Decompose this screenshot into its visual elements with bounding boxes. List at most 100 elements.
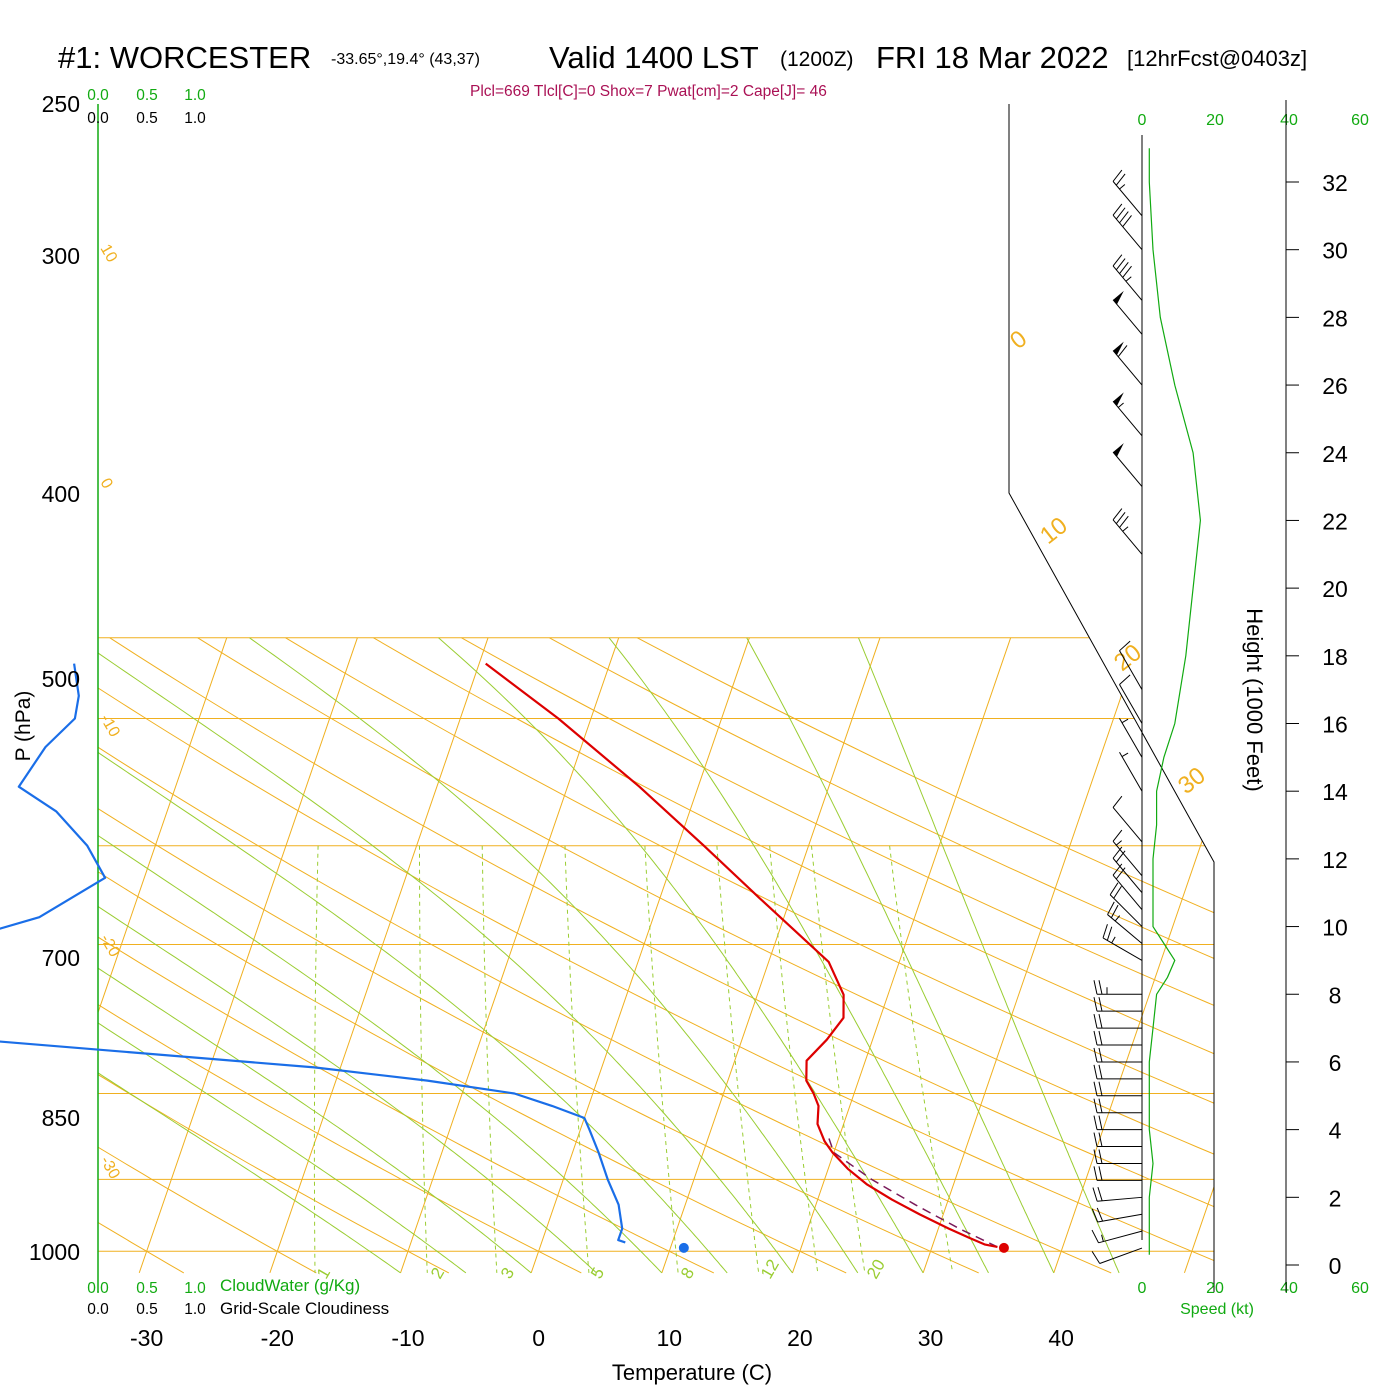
isotherm — [661, 637, 881, 1274]
temperature-tick-10: 10 — [656, 1325, 682, 1351]
wind-barb — [1093, 1064, 1142, 1080]
wind-barb — [1092, 1186, 1143, 1202]
wind-barb — [1093, 997, 1142, 1012]
speed-tick-bottom-0: 0 — [1138, 1280, 1147, 1297]
isotherm — [269, 637, 489, 1274]
mixing-ratio-label-8: 8 — [677, 1264, 698, 1282]
speed-tick-top-2: 40 — [1280, 112, 1298, 129]
cloudwater-legend: CloudWater (g/Kg) — [220, 1276, 360, 1295]
wind-barb — [1091, 1229, 1143, 1244]
wind-barb — [1109, 882, 1143, 927]
height-tick-18: 18 — [1322, 644, 1348, 670]
isotherm — [1183, 637, 1214, 1274]
mixing-ratio-label-12: 12 — [757, 1256, 783, 1282]
mixing-ratio-line — [564, 845, 590, 1273]
moist-adiabat — [98, 637, 728, 1274]
mixing-ratio-line — [811, 845, 866, 1273]
moist-adiabat — [98, 637, 663, 1274]
dry-adiabat — [98, 637, 1112, 1274]
moist-adiabat — [858, 637, 1120, 1274]
mixing-ratio-line — [313, 845, 319, 1273]
stability-indices: Plcl=669 Tlcl[C]=0 Shox=7 Pwat[cm]=2 Cap… — [470, 83, 827, 100]
cloudwater-scale-top-0: 0.0 — [87, 87, 109, 104]
temperature-tick-20: 20 — [787, 1325, 813, 1351]
cloudiness-scale-top-0: 0.0 — [87, 110, 109, 127]
wind-barb — [1112, 846, 1143, 894]
pressure-label-400: 400 — [42, 481, 80, 507]
dry-adiabat-label-10: 10 — [1035, 512, 1073, 550]
moist-adiabat — [98, 637, 467, 1274]
isotherm-label-0: 0 — [97, 476, 116, 492]
cloudiness-scale-bottom-0: 0.0 — [87, 1301, 109, 1318]
speed-tick-top-0: 0 — [1138, 112, 1147, 129]
wind-barb — [1112, 829, 1143, 877]
mixing-ratio-label-5: 5 — [587, 1264, 608, 1282]
dry-adiabat — [197, 637, 1214, 1274]
cloudiness-scale-bottom-2: 1.0 — [184, 1301, 206, 1318]
wind-barb — [1093, 1132, 1142, 1148]
temperature-tick--20: -20 — [261, 1325, 294, 1351]
dewpoint-line — [0, 663, 626, 1244]
dry-adiabat-label-20: 20 — [1109, 639, 1147, 677]
dry-adiabat — [98, 637, 715, 1274]
dry-adiabat — [461, 637, 1214, 1274]
wind-barb — [1091, 1247, 1143, 1264]
forecast-tag: [12hrFcst@0403z] — [1127, 46, 1308, 71]
cloudiness-scale-top-2: 1.0 — [184, 110, 206, 127]
pressure-label-850: 850 — [42, 1105, 80, 1131]
mixing-ratio-label-3: 3 — [497, 1264, 518, 1282]
dry-adiabat — [285, 637, 1214, 1274]
speed-tick-bottom-1: 20 — [1206, 1280, 1224, 1297]
valid-zulu: (1200Z) — [780, 48, 854, 71]
temperature-tick-40: 40 — [1048, 1325, 1074, 1351]
cloudwater-scale-top-2: 1.0 — [184, 87, 206, 104]
wind-barb — [1112, 863, 1143, 910]
wind-barb — [1112, 341, 1143, 386]
speed-tick-bottom-2: 40 — [1280, 1280, 1298, 1297]
pressure-label-700: 700 — [42, 945, 80, 971]
wind-barb — [1112, 254, 1143, 301]
y-axis-title: P (hPa) — [12, 691, 35, 762]
wind-barb — [1112, 203, 1143, 251]
moist-adiabat — [746, 637, 1055, 1274]
wind-barb — [1093, 1030, 1142, 1046]
surface-temperature-dot — [998, 1242, 1009, 1253]
wind-barb — [1093, 1149, 1142, 1164]
height-tick-12: 12 — [1322, 847, 1348, 873]
wind-barb — [1112, 508, 1143, 555]
diagram-outline — [1008, 104, 1215, 1292]
height-tick-28: 28 — [1322, 305, 1348, 331]
height-tick-30: 30 — [1322, 238, 1348, 264]
height-tick-20: 20 — [1322, 576, 1348, 602]
cloudiness-scale-top-1: 0.5 — [136, 110, 158, 127]
wind-barb — [1093, 1081, 1142, 1097]
height-tick-32: 32 — [1322, 170, 1348, 196]
isotherm — [138, 637, 358, 1274]
height-tick-2: 2 — [1329, 1185, 1342, 1211]
dry-adiabat — [98, 637, 317, 1274]
wind-barb — [1112, 169, 1143, 217]
speed-tick-top-3: 60 — [1351, 112, 1369, 129]
speed-tick-top-1: 20 — [1206, 112, 1224, 129]
moist-adiabat — [249, 637, 859, 1274]
dry-adiabat — [98, 637, 979, 1274]
isotherm — [98, 637, 228, 1274]
mixing-ratio-line — [419, 845, 428, 1273]
speed-tick-bottom-3: 60 — [1351, 1280, 1369, 1297]
wind-barb — [1112, 795, 1143, 843]
height-tick-4: 4 — [1329, 1118, 1342, 1144]
height-tick-16: 16 — [1322, 712, 1348, 738]
mixing-ratio-line — [481, 845, 498, 1273]
wind-barb — [1107, 901, 1143, 944]
mixing-ratio-line — [716, 845, 760, 1273]
isotherm-label--30: -30 — [97, 1154, 123, 1183]
moist-adiabat — [98, 637, 597, 1274]
moist-adiabat — [438, 637, 924, 1274]
height-tick-0: 0 — [1329, 1253, 1342, 1279]
dry-adiabat-label-30: 30 — [1173, 762, 1211, 800]
parcel-path-line — [827, 1137, 998, 1248]
pressure-label-300: 300 — [42, 243, 80, 269]
wind-barb — [1091, 1207, 1143, 1223]
temperature-line — [485, 662, 998, 1248]
cloudwater-scale-bottom-1: 0.5 — [136, 1280, 158, 1297]
